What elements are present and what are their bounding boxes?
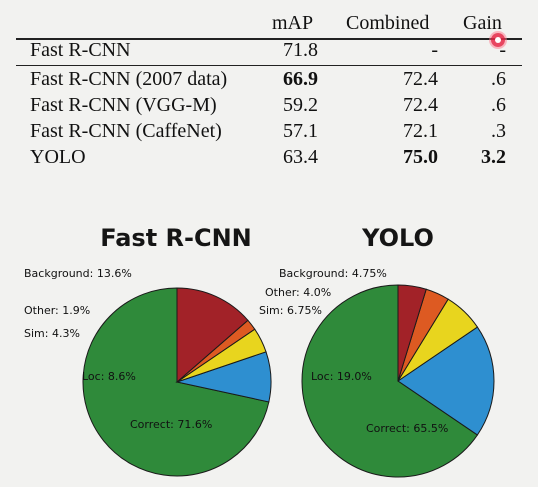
row-divider xyxy=(16,65,522,66)
pie-slice xyxy=(397,326,495,436)
combined-cell: 72.1 xyxy=(403,120,438,142)
combined-cell: 75.0 xyxy=(403,146,438,168)
pie-slice xyxy=(176,287,249,384)
slice-label: Sim: 6.75% xyxy=(259,304,322,317)
slice-label: Background: 13.6% xyxy=(24,267,132,280)
pie-slice xyxy=(301,284,479,478)
slice-label: Correct: 65.5% xyxy=(366,422,448,435)
gain-cell: .6 xyxy=(491,68,506,90)
map-cell: 57.1 xyxy=(283,120,318,142)
method-cell: YOLO xyxy=(30,146,86,168)
gain-cell: .3 xyxy=(491,120,506,142)
slice-label: Loc: 19.0% xyxy=(311,370,372,383)
chart-title-fast-rcnn: Fast R-CNN xyxy=(100,224,252,252)
slice-label: Background: 4.75% xyxy=(279,267,387,280)
method-cell: Fast R-CNN (VGG-M) xyxy=(30,94,217,116)
cursor-indicator xyxy=(491,33,505,47)
map-cell: 59.2 xyxy=(283,94,318,116)
header-rule xyxy=(16,38,522,40)
slice-label: Loc: 8.6% xyxy=(82,370,136,383)
map-cell: 66.9 xyxy=(283,68,318,90)
method-cell: Fast R-CNN xyxy=(30,39,131,61)
header-combined: Combined xyxy=(346,12,430,34)
slice-label: Other: 4.0% xyxy=(265,286,331,299)
chart-title-yolo: YOLO xyxy=(362,224,434,252)
map-cell: 71.8 xyxy=(283,39,318,61)
method-cell: Fast R-CNN (CaffeNet) xyxy=(30,120,222,142)
header-map: mAP xyxy=(272,12,314,34)
combined-cell: 72.4 xyxy=(403,68,438,90)
gain-cell: - xyxy=(499,39,506,61)
slice-label: Sim: 4.3% xyxy=(24,327,80,340)
pie-slice xyxy=(397,284,427,382)
slice-label: Correct: 71.6% xyxy=(130,418,212,431)
header-gain: Gain xyxy=(463,12,502,34)
method-cell: Fast R-CNN (2007 data) xyxy=(30,68,228,90)
combined-cell: 72.4 xyxy=(403,94,438,116)
gain-cell: 3.2 xyxy=(481,146,506,168)
results-table: mAP Combined Gain Fast R-CNN 71.8 - - Fa… xyxy=(0,0,538,180)
map-cell: 63.4 xyxy=(283,146,318,168)
gain-cell: .6 xyxy=(491,94,506,116)
combined-cell: - xyxy=(431,39,438,61)
slice-label: Other: 1.9% xyxy=(24,304,90,317)
